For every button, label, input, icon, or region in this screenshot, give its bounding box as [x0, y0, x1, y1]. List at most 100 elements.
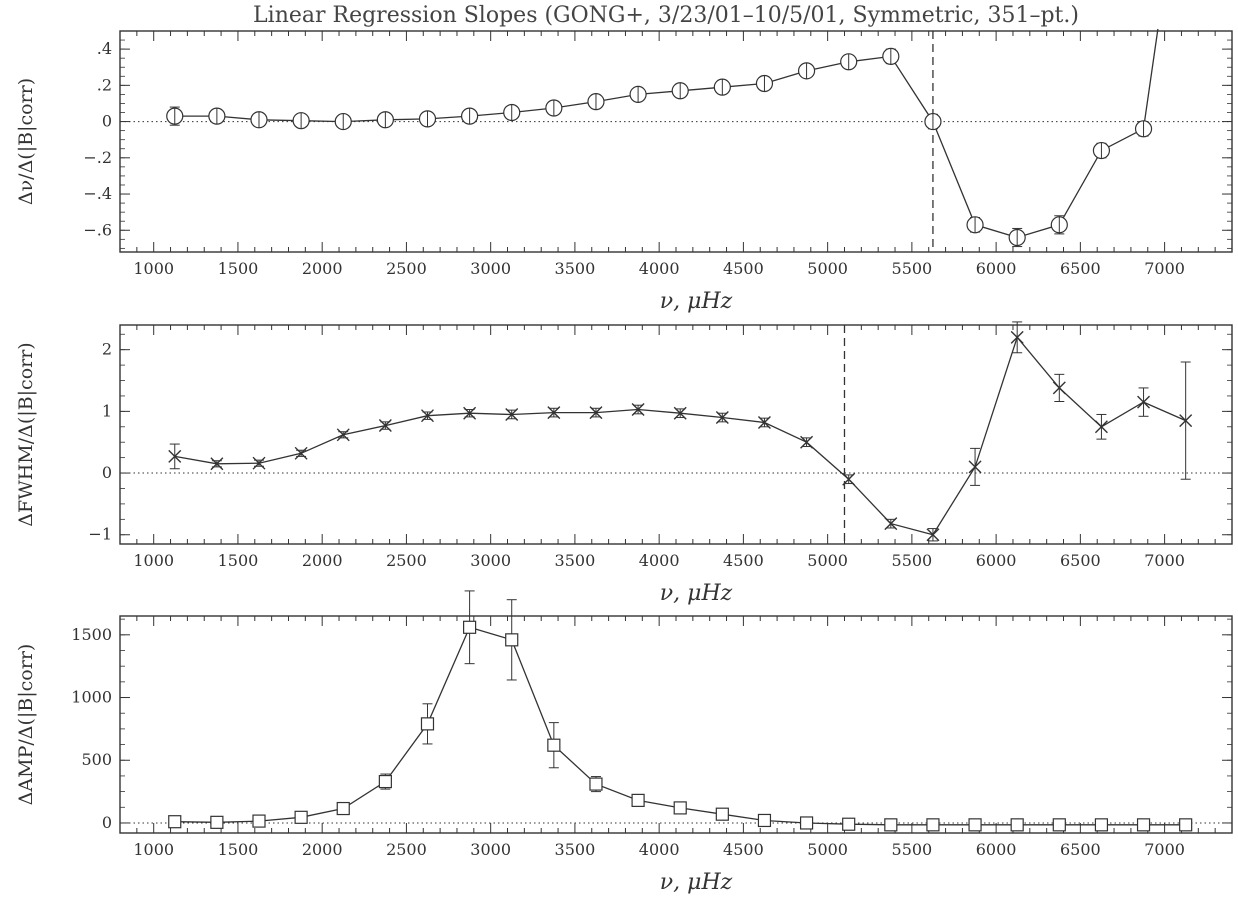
data-point-cross — [505, 407, 519, 421]
x-tick-label: 4500 — [723, 259, 764, 278]
y-tick-label: 0 — [102, 813, 112, 832]
data-point-cross — [1052, 381, 1066, 395]
panel-bottom: 1000 1500 2000 2500 3000 3500 4000 4500 5000 5500… — [15, 590, 1233, 895]
data-point-cross — [631, 403, 645, 417]
y-tick-label: 1500 — [71, 625, 112, 644]
data-point-square — [336, 801, 350, 816]
data-point-cross — [968, 460, 982, 474]
data-point-square — [631, 793, 645, 807]
y-tick-label: 2 — [102, 340, 112, 359]
x-tick-label: 5000 — [807, 259, 848, 278]
x-tick-label: 3500 — [555, 259, 596, 278]
data-point-square — [799, 816, 814, 830]
data-point-square — [547, 738, 561, 752]
panel-top: 1000 1500 2000 2500 3000 3500 4000 4500 5000 5500… — [15, 28, 1233, 314]
y-tick-label: 500 — [81, 750, 112, 769]
x-tick-label: 6000 — [976, 259, 1017, 278]
x-tick-label: 4500 — [723, 840, 764, 859]
data-point-cross — [547, 406, 561, 420]
x-tick-label: 4000 — [639, 259, 680, 278]
y-axis-label: ΔFWHM/Δ(|B|corr) — [15, 342, 37, 526]
y-tick-label: −.4 — [83, 184, 112, 203]
x-tick-label: 3000 — [470, 259, 511, 278]
data-point-square — [757, 813, 772, 828]
data-point-square — [420, 717, 435, 731]
series-line — [174, 626, 1186, 826]
data-point-cross — [168, 449, 182, 463]
data-point-cross — [1137, 395, 1151, 409]
x-tick-label: 4000 — [639, 551, 680, 570]
x-tick-label: 3500 — [555, 840, 596, 859]
x-tick-label: 2000 — [302, 259, 343, 278]
data-point-cross — [378, 419, 392, 433]
data-point-square — [884, 818, 898, 832]
y-axis-label: Δν/Δ(|B|corr) — [15, 78, 37, 205]
y-tick-label: −.6 — [83, 220, 112, 239]
x-tick-label: 6500 — [1060, 259, 1101, 278]
figure-title: Linear Regression Slopes (GONG+, 3/23/01… — [253, 3, 1079, 28]
x-axis-label: ν, μHz — [660, 289, 733, 314]
x-tick-label: 6500 — [1060, 551, 1101, 570]
x-tick-label: 1500 — [218, 551, 259, 570]
y-tick-label: −1 — [88, 525, 112, 544]
data-point-cross — [294, 446, 308, 460]
data-point-square — [505, 633, 519, 647]
data-point-square — [1052, 818, 1066, 832]
x-tick-label: 6000 — [976, 840, 1017, 859]
x-tick-label: 6000 — [976, 551, 1017, 570]
x-tick-label: 1000 — [133, 551, 174, 570]
data-point-cross — [1010, 330, 1024, 344]
series-line — [174, 28, 1159, 239]
x-tick-label: 6500 — [1060, 840, 1101, 859]
data-point-cross — [757, 415, 771, 429]
x-tick-label: 3000 — [470, 840, 511, 859]
data-point-cross — [673, 406, 687, 420]
y-tick-label: .2 — [97, 75, 112, 94]
data-point-square — [294, 810, 308, 824]
data-point-square — [968, 818, 982, 832]
data-point-square — [673, 801, 687, 815]
series-line — [174, 335, 1186, 536]
data-point-square — [463, 620, 477, 634]
x-tick-label: 1000 — [133, 259, 174, 278]
y-tick-label: 0 — [102, 463, 112, 482]
x-tick-label: 2500 — [386, 840, 427, 859]
panels: 1000 1500 2000 2500 3000 3500 4000 4500 5000 5500… — [15, 28, 1233, 895]
x-tick-label: 7000 — [1144, 840, 1185, 859]
x-tick-label: 2500 — [386, 551, 427, 570]
data-point-cross — [1094, 420, 1108, 434]
x-axis-label: ν, μHz — [660, 581, 733, 606]
data-point-square — [1179, 818, 1193, 832]
data-point-cross — [463, 406, 477, 420]
y-axis-label: ΔAMP/Δ(|B|corr) — [15, 644, 37, 806]
x-tick-label: 5500 — [892, 840, 933, 859]
data-point-cross — [589, 406, 603, 420]
x-axis-label: ν, μHz — [660, 870, 733, 895]
data-point-cross — [715, 411, 729, 425]
x-tick-label: 7000 — [1144, 259, 1185, 278]
x-tick-label: 5500 — [892, 259, 933, 278]
data-point-square — [378, 774, 392, 789]
data-point-cross — [336, 428, 350, 442]
x-tick-label: 2500 — [386, 259, 427, 278]
x-tick-label: 5000 — [807, 840, 848, 859]
data-point-square — [926, 818, 940, 832]
data-point-cross — [926, 528, 940, 542]
y-tick-label: 1000 — [71, 688, 112, 707]
y-tick-label: 1 — [102, 401, 112, 420]
data-point-square — [842, 817, 856, 831]
data-point-square — [715, 807, 729, 821]
y-tick-label: .4 — [97, 39, 112, 58]
data-point-cross — [842, 472, 856, 486]
x-tick-label: 5500 — [892, 551, 933, 570]
x-tick-label: 4500 — [723, 551, 764, 570]
x-tick-label: 4000 — [639, 840, 680, 859]
data-point-cross — [210, 457, 224, 471]
data-point-square — [252, 814, 266, 828]
data-point-cross — [1179, 414, 1193, 428]
data-point-square — [589, 777, 603, 791]
x-tick-label: 2000 — [302, 551, 343, 570]
x-tick-label: 1500 — [218, 259, 259, 278]
y-tick-label: −.2 — [83, 148, 112, 167]
